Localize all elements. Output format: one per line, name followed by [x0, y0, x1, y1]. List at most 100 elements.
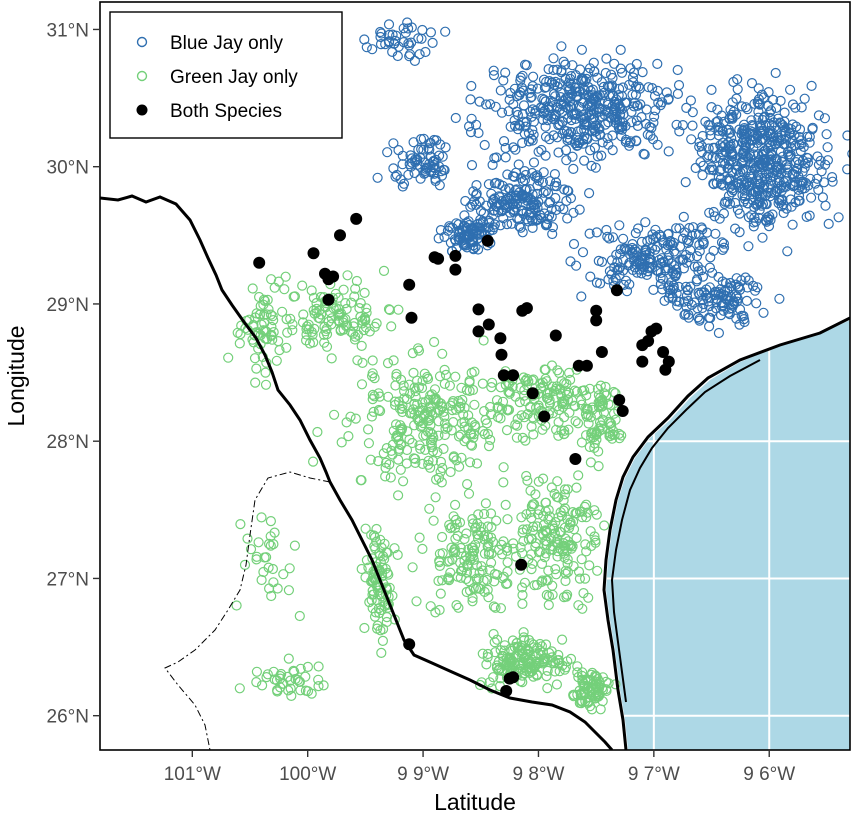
- both-species-point: [472, 325, 485, 338]
- green-jay-point: [528, 639, 539, 650]
- blue-jay-point: [593, 255, 604, 266]
- blue-jay-point: [614, 124, 626, 135]
- green-jay-point: [485, 409, 497, 420]
- green-jay-point: [367, 355, 378, 366]
- green-jay-point: [482, 521, 493, 532]
- blue-jay-point: [514, 221, 525, 232]
- blue-jay-point: [556, 66, 567, 78]
- blue-jay-point: [568, 238, 580, 250]
- green-jay-point: [352, 329, 364, 340]
- blue-jay-point: [624, 137, 636, 148]
- green-jay-point: [466, 367, 477, 378]
- green-jay-point: [471, 522, 482, 533]
- green-jay-point: [319, 321, 330, 332]
- blue-jay-point: [645, 257, 656, 268]
- blue-jay-point: [485, 99, 496, 110]
- green-jay-point: [548, 523, 560, 534]
- green-jay-point: [272, 686, 283, 697]
- green-jay-point: [550, 516, 561, 528]
- blue-jay-point: [800, 177, 811, 189]
- blue-jay-point: [574, 204, 585, 215]
- blue-jay-point: [474, 196, 485, 207]
- green-jay-point: [451, 599, 462, 611]
- blue-jay-point: [515, 75, 526, 86]
- blue-jay-point: [787, 219, 798, 230]
- blue-jay-point: [705, 312, 716, 324]
- green-jay-point: [538, 510, 549, 521]
- green-jay-point: [311, 297, 322, 309]
- blue-jay-point: [636, 236, 648, 247]
- blue-jay-point: [541, 218, 552, 229]
- green-jay-point: [279, 284, 290, 295]
- green-jay-point: [544, 394, 555, 406]
- green-jay-point: [519, 667, 530, 679]
- blue-jay-point: [740, 272, 751, 283]
- green-jay-point: [260, 379, 272, 390]
- blue-jay-point: [802, 153, 814, 164]
- blue-jay-point: [771, 164, 783, 175]
- blue-jay-point: [603, 139, 614, 150]
- blue-jay-point: [428, 162, 439, 173]
- green-jay-point: [251, 363, 262, 374]
- green-jay-point: [456, 382, 467, 393]
- legend-key-blue-jay: [136, 36, 148, 48]
- blue-jay-point: [782, 164, 793, 175]
- blue-jay-point: [790, 197, 801, 208]
- green-jay-point: [380, 471, 391, 482]
- green-jay-point: [545, 544, 556, 555]
- blue-jay-point: [569, 138, 581, 149]
- blue-jay-point: [548, 64, 559, 76]
- legend-box: [109, 11, 343, 139]
- green-jay-point: [285, 313, 296, 324]
- green-jay-point: [502, 542, 513, 554]
- blue-jay-point: [740, 102, 752, 113]
- green-jay-point: [258, 294, 270, 305]
- green-jay-point: [375, 405, 386, 417]
- green-jay-point: [385, 472, 396, 483]
- blue-jay-point: [731, 296, 743, 307]
- blue-jay-point: [511, 106, 522, 117]
- blue-jay-point: [576, 44, 588, 55]
- green-jay-point: [308, 292, 319, 303]
- blue-jay-point: [782, 146, 794, 157]
- green-jay-point: [483, 441, 495, 452]
- both-species-point: [549, 329, 562, 342]
- green-jay-point: [423, 455, 434, 466]
- green-jay-point: [382, 358, 394, 369]
- green-jay-point: [422, 371, 433, 383]
- blue-jay-point: [659, 295, 670, 306]
- x-tick-label: 9 6°W: [743, 764, 795, 785]
- blue-jay-point: [672, 88, 684, 100]
- blue-jay-point: [714, 122, 726, 133]
- blue-jay-point: [635, 99, 646, 110]
- both-species-point: [590, 314, 603, 327]
- blue-jay-point: [418, 133, 429, 144]
- green-jay-point: [269, 674, 280, 685]
- green-jay-point: [571, 508, 582, 519]
- green-jay-point: [264, 538, 275, 550]
- green-jay-point: [496, 539, 507, 551]
- blue-jay-point: [564, 101, 576, 112]
- green-jay-point: [582, 697, 594, 709]
- blue-jay-point: [795, 176, 806, 188]
- green-jay-point: [499, 645, 510, 656]
- green-jay-point: [502, 566, 513, 577]
- blue-jay-point: [602, 231, 613, 242]
- green-jay-point: [467, 513, 478, 525]
- blue-jay-point: [650, 224, 661, 235]
- blue-jay-point: [535, 102, 547, 113]
- green-jay-point: [517, 548, 528, 559]
- green-jay-point: [538, 655, 549, 667]
- green-jay-point: [482, 584, 493, 596]
- green-jay-point: [586, 540, 597, 552]
- green-jay-point: [251, 666, 262, 677]
- blue-jay-point: [397, 181, 408, 192]
- green-jay-point: [366, 595, 377, 606]
- blue-jay-point: [514, 89, 525, 101]
- green-jay-point: [399, 393, 410, 404]
- green-jay-point: [439, 364, 450, 375]
- blue-jay-point: [571, 108, 582, 119]
- blue-jay-point: [799, 93, 810, 104]
- green-jay-point: [437, 575, 448, 586]
- blue-jay-point: [702, 151, 713, 162]
